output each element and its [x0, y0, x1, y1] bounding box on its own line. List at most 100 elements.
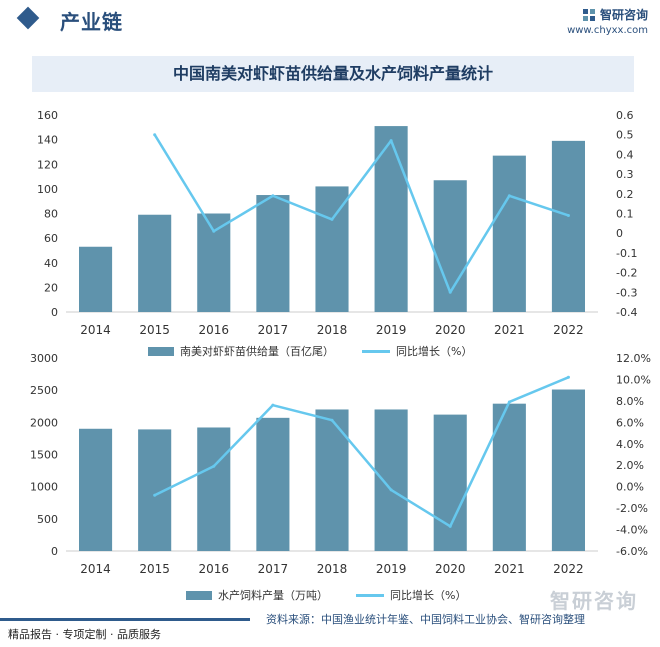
bar-2017 [256, 195, 290, 312]
y-tick-label: 140 [37, 134, 58, 147]
legend-line-swatch [356, 593, 384, 597]
x-tick-label: 2018 [317, 323, 348, 337]
y2-tick-label: 10.0% [616, 373, 651, 386]
y-tick-label: 2500 [30, 384, 58, 397]
y2-tick-label: 0.6 [616, 109, 634, 122]
growth-point-2022 [566, 213, 570, 217]
bar-2016 [197, 427, 231, 551]
section-title: 产业链 [60, 10, 123, 34]
bar-2017 [256, 417, 290, 551]
y-tick-label: 0 [51, 306, 58, 319]
bar-2021 [492, 403, 526, 551]
bar-2022 [551, 389, 585, 551]
x-tick-label: 2016 [199, 323, 230, 337]
growth-point-2020 [448, 290, 452, 294]
bar-2014 [79, 246, 113, 312]
growth-line [153, 134, 569, 294]
y-tick-label: 160 [37, 109, 58, 122]
growth-point-2017 [271, 403, 275, 407]
x-tick-label: 2022 [553, 323, 584, 337]
x-tick-label: 2020 [435, 323, 466, 337]
watermark: 智研咨询 [550, 589, 638, 613]
legend-line-label: 同比增长（%） [390, 589, 467, 602]
x-tick-label: 2015 [139, 323, 170, 337]
y2-tick-label: 6.0% [616, 416, 644, 429]
y-tick-label: 20 [44, 281, 58, 294]
growth-point-2021 [507, 194, 511, 198]
legend-line-swatch [362, 349, 390, 353]
brand-name-text: 智研咨询 [599, 8, 648, 22]
growth-line [154, 376, 569, 528]
legend-chart1: 南美对虾虾苗供给量（百亿尾） 同比增长（%） [148, 343, 500, 359]
y2-tick-label: 2.0% [616, 459, 644, 472]
brand-url: www.chyxx.com [567, 25, 648, 36]
y2-tick-label: -0.1 [616, 247, 637, 260]
growth-point-2020 [448, 524, 452, 528]
growth-point-2017 [271, 194, 275, 198]
y2-tick-label: -4.0% [616, 524, 648, 537]
y2-tick-label: 0.3 [616, 168, 634, 181]
x-tick-label: 2018 [317, 562, 348, 576]
legend-item-line: 同比增长（%） [356, 587, 466, 603]
footer-divider [0, 618, 250, 621]
y2-tick-label: -0.4 [616, 306, 637, 319]
bar-2014 [79, 428, 113, 551]
y-tick-label: 40 [44, 257, 58, 270]
y2-tick-label: 4.0% [616, 438, 644, 451]
bar-2020 [433, 414, 467, 551]
source-note: 资料来源：中国渔业统计年鉴、中国饲料工业协会、智研咨询整理 [266, 613, 585, 626]
growth-point-2018 [330, 217, 334, 221]
x-tick-label: 2021 [494, 323, 525, 337]
growth-point-2022 [566, 375, 570, 379]
y2-tick-label: 0.1 [616, 208, 634, 221]
x-tick-label: 2022 [553, 562, 584, 576]
x-tick-label: 2015 [139, 562, 170, 576]
legend-item-line: 同比增长（%） [362, 343, 472, 359]
y2-tick-label: -0.2 [616, 267, 637, 280]
y-tick-label: 500 [37, 513, 58, 526]
chart-aquafeed: 0 500 1000 1500 2000 2500 3000 -6.0% -4.0% -2.0% 0… [30, 352, 651, 576]
legend-line-label: 同比增长（%） [396, 345, 473, 358]
legend-bar-swatch [186, 590, 212, 600]
y-tick-label: 80 [44, 208, 58, 221]
growth-point-2018 [330, 418, 334, 422]
y-tick-label: 1000 [30, 481, 58, 494]
legend-bar-label: 南美对虾虾苗供给量（百亿尾） [180, 345, 334, 358]
y2-tick-label: 0.2 [616, 188, 634, 201]
y2-tick-label: 8.0% [616, 395, 644, 408]
brand-logo-icon [582, 8, 595, 21]
x-tick-label: 2017 [258, 323, 289, 337]
y-tick-label: 1500 [30, 449, 58, 462]
growth-point-2021 [507, 400, 511, 404]
x-tick-label: 2019 [376, 562, 407, 576]
legend-item-bar: 南美对虾虾苗供给量（百亿尾） [148, 343, 334, 359]
y2-tick-label: 0.5 [616, 129, 634, 142]
growth-point-2016 [212, 229, 216, 233]
growth-point-2015 [153, 493, 157, 497]
legend-bar-swatch [148, 346, 174, 356]
x-tick-label: 2020 [435, 562, 466, 576]
bar-2015 [138, 214, 172, 312]
y-tick-label: 100 [37, 183, 58, 196]
bar-2019 [374, 409, 408, 551]
x-tick-label: 2014 [80, 323, 111, 337]
brand-name: 智研咨询 [567, 6, 648, 23]
growth-point-2019 [389, 488, 393, 492]
legend-bar-label: 水产饲料产量（万吨） [218, 589, 328, 602]
bar-2018 [315, 186, 349, 312]
y2-tick-label: -0.3 [616, 286, 637, 299]
y2-tick-label: -6.0% [616, 545, 648, 558]
chart-shrimp-seedlings: 0 20 40 60 80 100 120 140 160 -0.4 -0.3 -0.2 -0.1 0 0.… [37, 109, 637, 337]
y2-tick-label: -2.0% [616, 502, 648, 515]
x-tick-label: 2014 [80, 562, 111, 576]
bar-2021 [492, 155, 526, 312]
y-tick-label: 0 [51, 545, 58, 558]
brand: 智研咨询 www.chyxx.com [567, 6, 648, 36]
growth-point-2015 [153, 133, 157, 137]
x-tick-label: 2019 [376, 323, 407, 337]
y-tick-label: 2000 [30, 416, 58, 429]
chart-title: 中国南美对虾虾苗供给量及水产饲料产量统计 [32, 56, 634, 92]
x-tick-label: 2021 [494, 562, 525, 576]
legend-item-bar: 水产饲料产量（万吨） [186, 587, 328, 603]
y2-tick-label: 0.0% [616, 481, 644, 494]
